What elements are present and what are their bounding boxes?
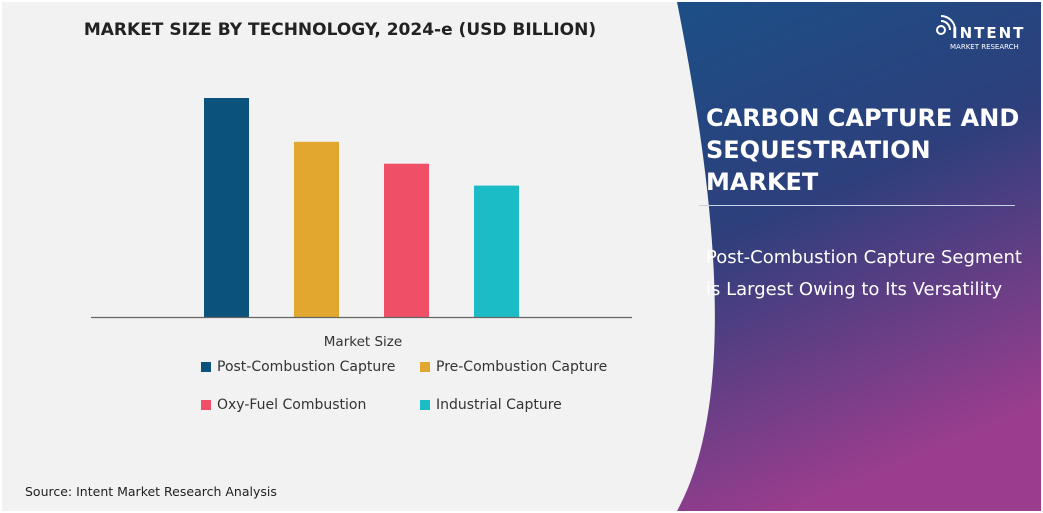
panel-background — [677, 2, 1041, 511]
bar-chart — [91, 98, 632, 319]
logo-word: INTENT — [952, 24, 1026, 42]
chart-panel: MARKET SIZE BY TECHNOLOGY, 2024-e (USD B… — [2, 2, 678, 511]
legend-item: Pre-Combustion Capture — [420, 359, 607, 375]
legend-item: Oxy-Fuel Combustion — [201, 397, 366, 413]
summary-panel: INTENT MARKET RESEARCH CARBON CAPTURE AN… — [677, 2, 1041, 511]
legend-label: Industrial Capture — [436, 397, 562, 413]
bar-post-combustion-capture — [204, 98, 249, 317]
bar-industrial-capture — [474, 185, 519, 317]
bar-oxy-fuel-combustion — [384, 163, 429, 317]
legend-label: Post-Combustion Capture — [217, 359, 396, 375]
legend-swatch — [420, 400, 430, 410]
legend-swatch — [201, 362, 211, 372]
signal-icon — [936, 15, 956, 35]
logo-subtitle: MARKET RESEARCH — [950, 43, 1019, 51]
legend-item: Industrial Capture — [420, 397, 562, 413]
legend-label: Oxy-Fuel Combustion — [217, 397, 367, 413]
legend-item: Post-Combustion Capture — [201, 359, 395, 375]
source-note: Source: Intent Market Research Analysis — [25, 484, 277, 499]
chart-title: MARKET SIZE BY TECHNOLOGY, 2024-e (USD B… — [83, 20, 597, 40]
market-headline: CARBON CAPTURE AND SEQUESTRATION MARKET — [706, 104, 1020, 196]
legend-swatch — [420, 362, 430, 372]
intent-logo: INTENT MARKET RESEARCH — [932, 14, 1032, 58]
x-axis-label: Market Size — [323, 334, 403, 350]
bar-pre-combustion-capture — [294, 141, 339, 317]
legend-swatch — [201, 400, 211, 410]
divider — [699, 205, 1015, 206]
insight-text: Post-Combustion Capture Segment is Large… — [706, 247, 1022, 300]
legend-label: Pre-Combustion Capture — [436, 359, 608, 375]
